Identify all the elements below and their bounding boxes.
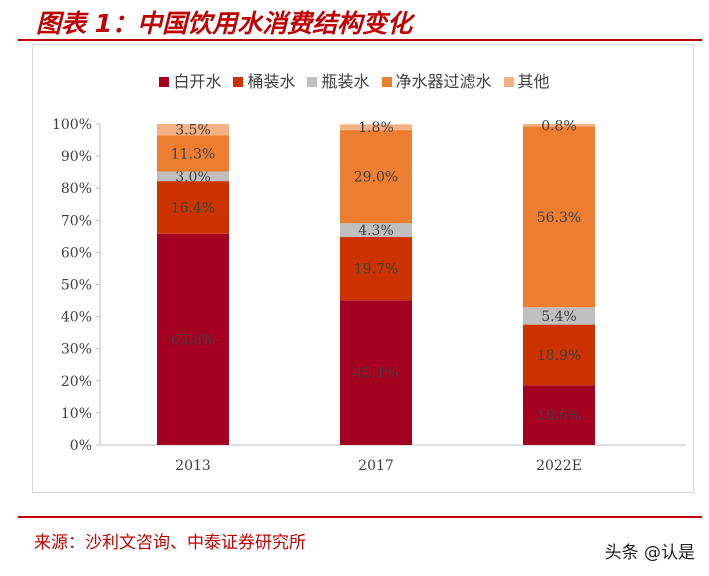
legend-item: 桶装水	[233, 68, 295, 92]
data-label: 4.3%	[358, 223, 394, 239]
bar-segment	[340, 223, 412, 237]
y-tick-label: 60%	[61, 245, 92, 261]
watermark: 头条 @认是	[604, 543, 695, 563]
bar-segment	[523, 126, 595, 308]
y-tick-label: 90%	[61, 149, 92, 165]
data-label: 18.6%	[537, 408, 581, 424]
y-tick-label: 30%	[61, 342, 92, 358]
data-label: 3.5%	[175, 123, 211, 139]
bar-segment	[523, 307, 595, 325]
x-tick-label: 2013	[175, 458, 211, 474]
y-tick-label: 20%	[61, 374, 92, 390]
data-label: 11.3%	[171, 146, 215, 162]
bar-segment	[523, 124, 595, 127]
bar-segment	[157, 181, 229, 234]
bar-segment	[157, 171, 229, 182]
legend-item: 白开水	[159, 68, 221, 92]
data-label: 16.4%	[171, 200, 215, 216]
data-label: 1.8%	[358, 120, 394, 136]
legend: 白开水 桶装水 瓶装水 净水器过滤水 其他	[0, 68, 709, 92]
bar-segment	[157, 233, 229, 445]
bar-segment	[340, 300, 412, 445]
title-divider	[18, 39, 702, 41]
y-tick-label: 0%	[70, 438, 92, 454]
legend-swatch	[381, 77, 392, 87]
legend-label: 瓶装水	[321, 72, 370, 91]
chart-frame	[32, 44, 694, 493]
data-label: 5.4%	[541, 309, 577, 325]
data-label: 29.0%	[354, 170, 398, 186]
data-label: 56.3%	[537, 210, 581, 226]
legend-label: 白开水	[173, 72, 222, 91]
legend-swatch	[233, 77, 244, 87]
y-tick-label: 80%	[61, 181, 92, 197]
x-tick-label: 2022E	[536, 458, 582, 474]
bar-segment	[157, 135, 229, 172]
y-tick-label: 10%	[61, 406, 92, 422]
bar-segment	[340, 236, 412, 301]
data-label: 65.8%	[171, 332, 215, 348]
figure-title: 图表 1：中国饮用水消费结构变化	[36, 9, 413, 38]
bar-segment	[340, 130, 412, 224]
data-label: 18.9%	[537, 348, 581, 364]
legend-swatch	[159, 77, 170, 87]
bar-segment	[523, 324, 595, 386]
legend-label: 桶装水	[247, 72, 296, 91]
legend-swatch	[307, 77, 318, 87]
data-label: 45.1%	[354, 366, 398, 382]
y-tick-label: 50%	[61, 278, 92, 294]
source-divider	[18, 516, 702, 518]
bar-segment	[523, 385, 595, 445]
legend-item: 其他	[503, 68, 550, 92]
bar-segment	[340, 124, 412, 131]
legend-item: 瓶装水	[307, 68, 370, 92]
y-tick-label: 40%	[61, 310, 92, 326]
legend-label: 净水器过滤水	[395, 72, 492, 91]
data-label: 3.0%	[175, 169, 211, 185]
data-label: 19.7%	[354, 262, 398, 278]
y-tick-label: 100%	[52, 117, 92, 133]
legend-item: 净水器过滤水	[381, 68, 492, 92]
data-label: 0.8%	[541, 118, 577, 134]
legend-label: 其他	[517, 72, 550, 91]
source-note: 来源：沙利文咨询、中泰证券研究所	[34, 533, 306, 553]
x-tick-label: 2017	[358, 458, 394, 474]
bar-segment	[157, 124, 229, 136]
y-tick-label: 70%	[61, 213, 92, 229]
legend-swatch	[503, 77, 514, 87]
